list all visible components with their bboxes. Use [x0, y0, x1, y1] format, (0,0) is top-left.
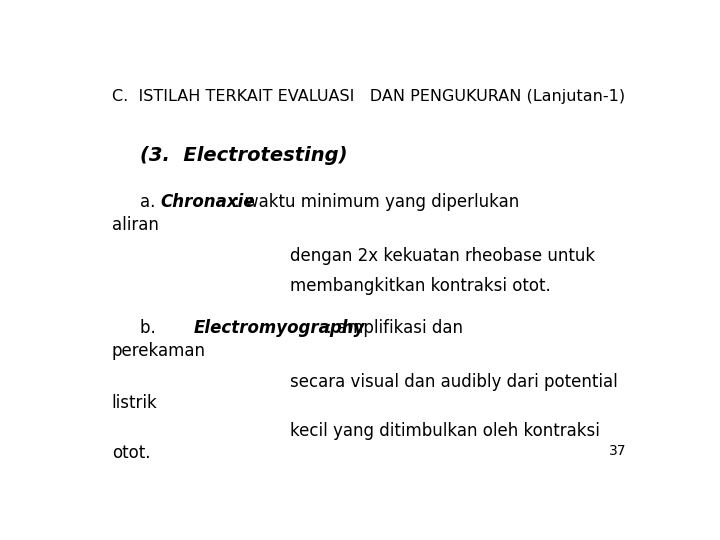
- Text: Chronaxie: Chronaxie: [161, 193, 255, 211]
- Text: C.  ISTILAH TERKAIT EVALUASI   DAN PENGUKURAN (Lanjutan-1): C. ISTILAH TERKAIT EVALUASI DAN PENGUKUR…: [112, 90, 625, 104]
- Text: (3.  Electrotesting): (3. Electrotesting): [140, 146, 348, 165]
- Text: : amplifikasi dan: : amplifikasi dan: [326, 319, 463, 337]
- Text: otot.: otot.: [112, 444, 150, 462]
- Text: : waktu minimum yang diperlukan: : waktu minimum yang diperlukan: [234, 193, 519, 211]
- Text: kecil yang ditimbulkan oleh kontraksi: kecil yang ditimbulkan oleh kontraksi: [290, 422, 600, 440]
- Text: a.: a.: [140, 193, 166, 211]
- Text: b.: b.: [140, 319, 209, 337]
- Text: perekaman: perekaman: [112, 342, 206, 360]
- Text: listrik: listrik: [112, 394, 158, 413]
- Text: Electromyography: Electromyography: [193, 319, 365, 337]
- Text: aliran: aliran: [112, 215, 158, 234]
- Text: membangkitkan kontraksi otot.: membangkitkan kontraksi otot.: [290, 276, 551, 294]
- Text: dengan 2x kekuatan rheobase untuk: dengan 2x kekuatan rheobase untuk: [290, 247, 595, 265]
- Text: 37: 37: [609, 444, 626, 458]
- Text: secara visual dan audibly dari potential: secara visual dan audibly dari potential: [290, 373, 618, 391]
